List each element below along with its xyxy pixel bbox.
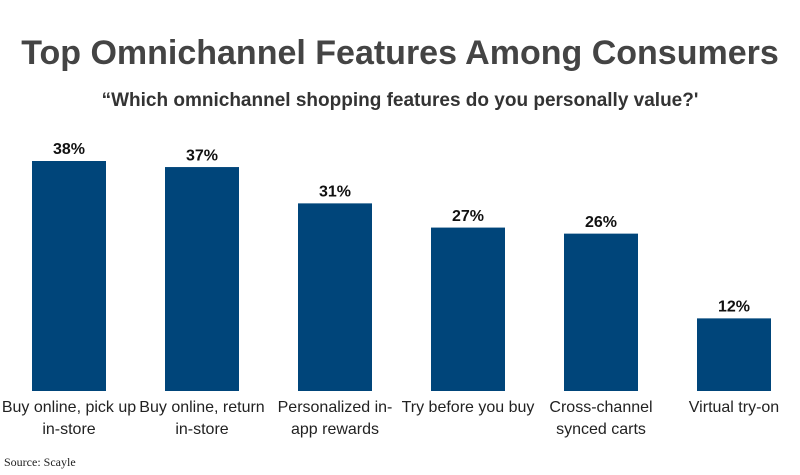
value-label: 26% [585, 214, 617, 231]
value-label: 27% [452, 208, 484, 225]
x-tick-label: Personalized in-app rewards [277, 399, 393, 438]
bar [165, 167, 239, 391]
value-label: 12% [718, 299, 750, 316]
chart-title: Top Omnichannel Features Among Consumers [21, 34, 779, 72]
value-label: 37% [186, 147, 218, 164]
x-tick-label: Buy online, return in-store [139, 399, 265, 438]
bar [32, 161, 106, 391]
chart-subtitle: “Which omnichannel shopping features do … [102, 90, 699, 111]
bar [431, 227, 505, 391]
x-tick-label: Try before you buy [401, 399, 535, 416]
value-label: 31% [319, 184, 351, 201]
source: Source: Scayle [4, 455, 76, 469]
bar [697, 318, 771, 391]
x-tick-label: Buy online, pick up in-store [1, 399, 137, 438]
x-tick-label: Cross-channel synced carts [549, 399, 653, 438]
bar [564, 233, 638, 391]
x-tick-label: Virtual try-on [688, 399, 780, 416]
bar [298, 203, 372, 391]
value-label: 38% [53, 141, 85, 158]
